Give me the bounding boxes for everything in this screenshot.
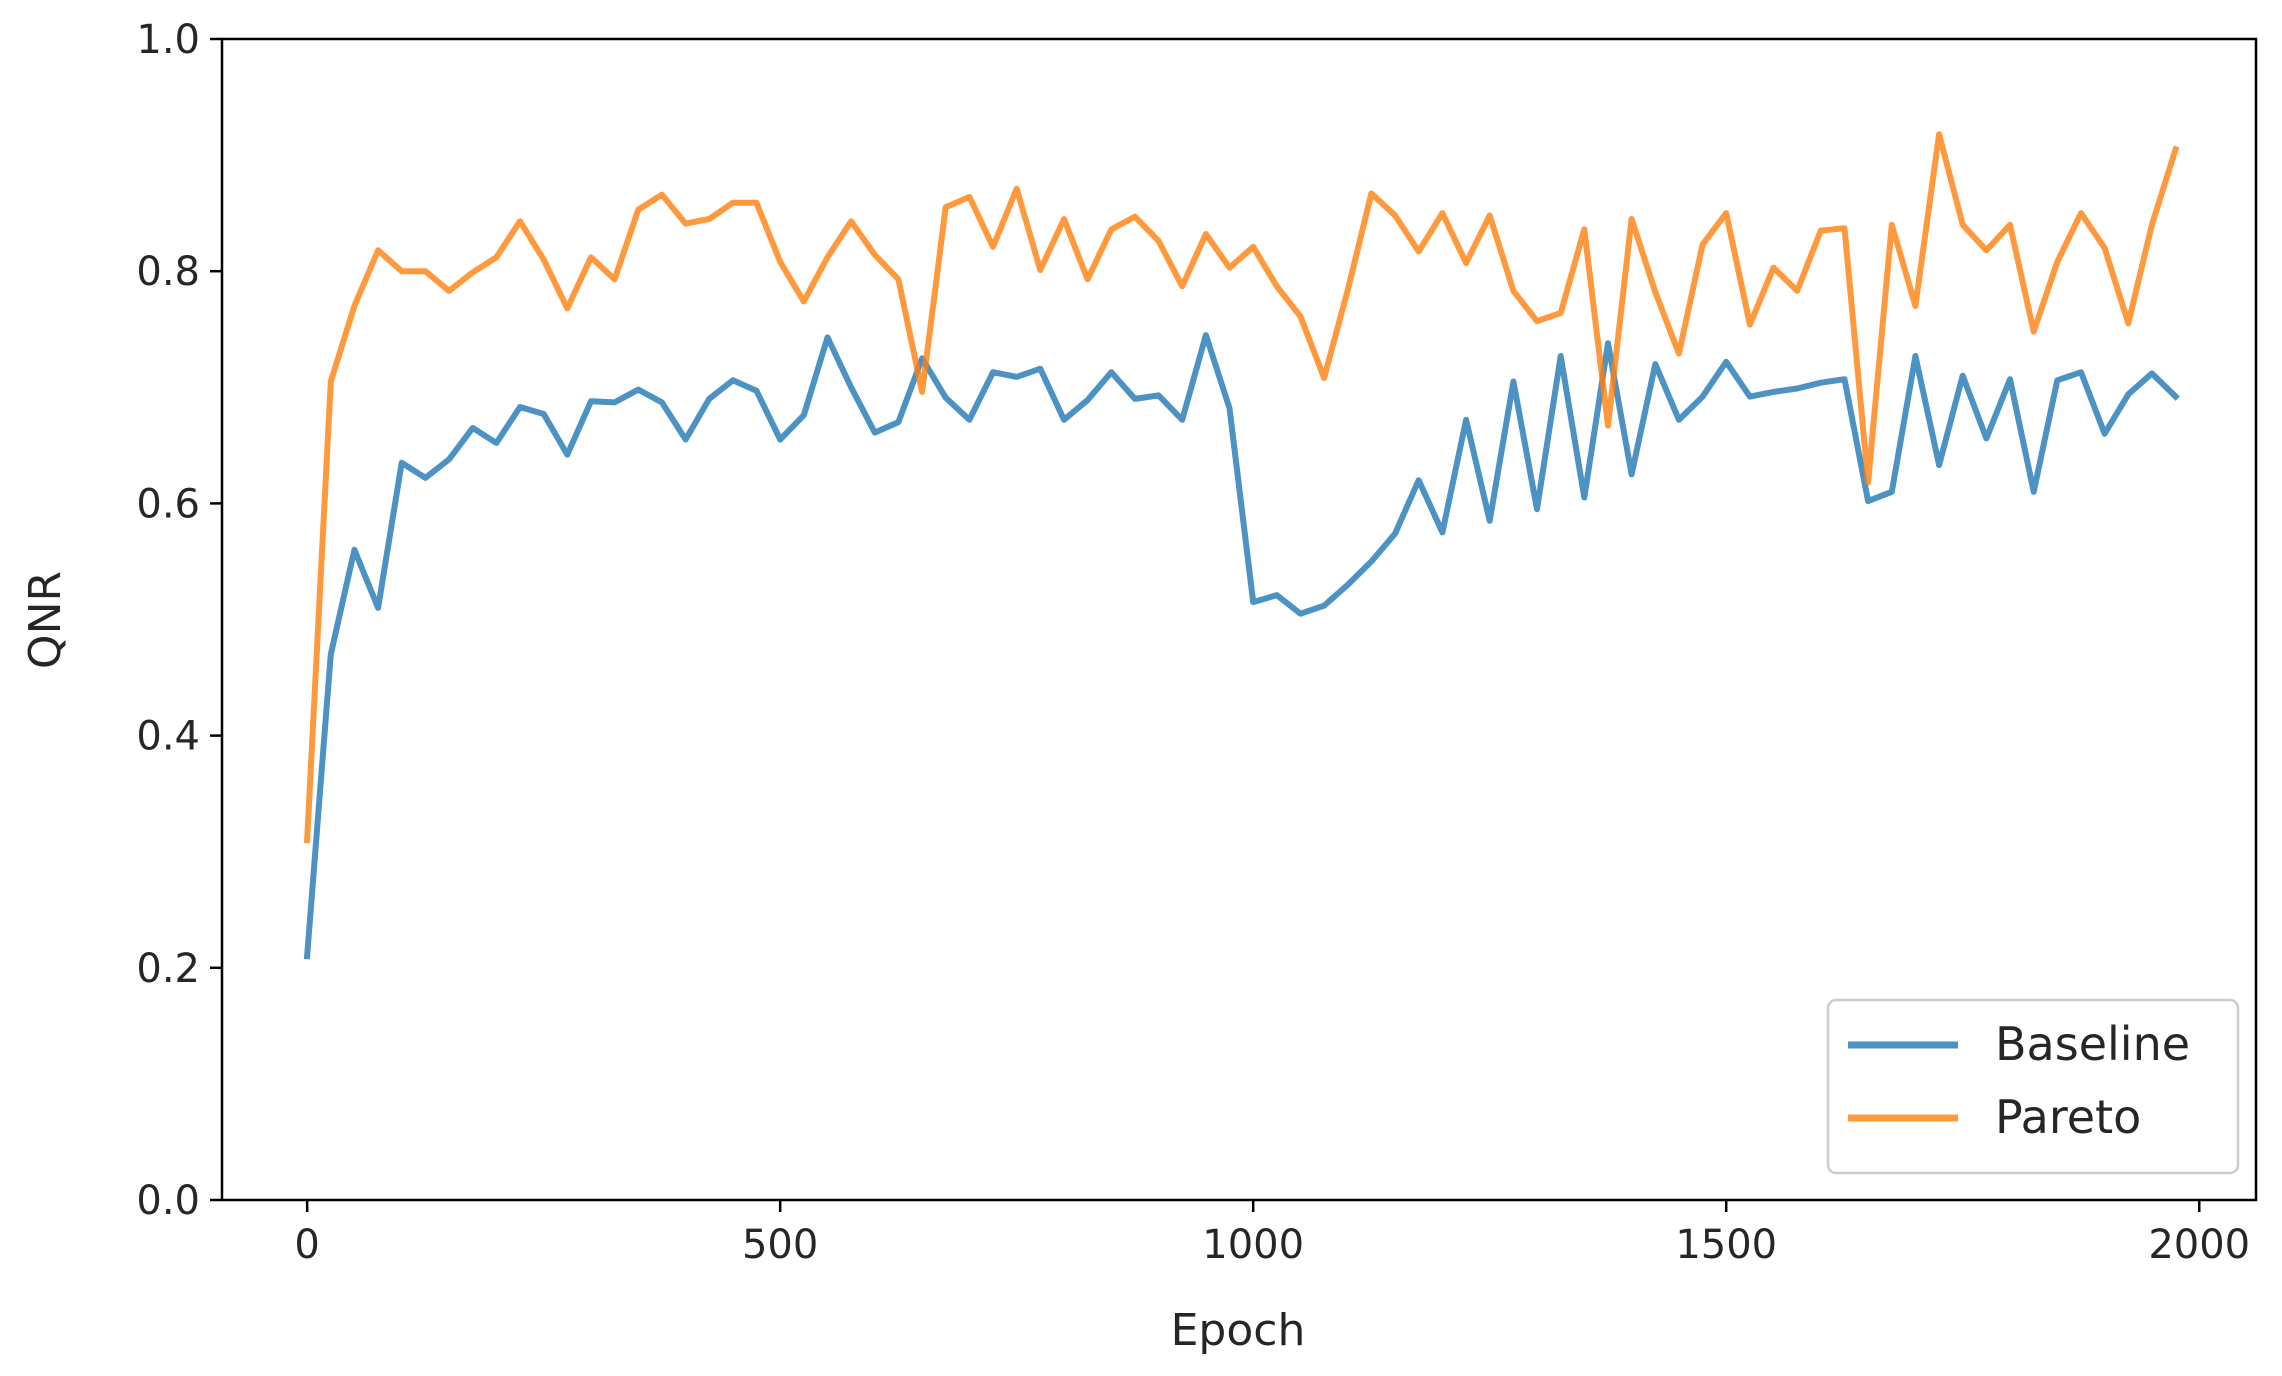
x-tick-label: 2000 [2148,1222,2250,1268]
x-axis-label: Epoch [1171,1305,1306,1356]
y-tick-label: 0.0 [136,1178,200,1224]
y-tick-label: 0.8 [136,249,200,295]
x-axis: 0 500 1000 1500 2000 [294,1200,2250,1268]
legend-label-baseline: Baseline [1995,1017,2190,1071]
series-line-pareto [303,131,2180,844]
y-tick-label: 0.6 [136,481,200,527]
x-tick-label: 500 [742,1222,818,1268]
y-axis: 0.0 0.2 0.4 0.6 0.8 1.0 [136,17,222,1224]
legend-label-pareto: Pareto [1995,1090,2141,1144]
y-tick-label: 0.2 [136,946,200,992]
x-tick-label: 1500 [1675,1222,1777,1268]
y-axis-label: QNR [20,571,71,669]
y-tick-label: 0.4 [136,714,200,760]
series-lines [303,131,2180,960]
legend: Baseline Pareto [1826,998,2240,1175]
x-tick-label: 1000 [1202,1222,1304,1268]
x-tick-label: 0 [294,1222,319,1268]
plot-frame [220,37,2258,1202]
y-tick-label: 1.0 [136,17,200,63]
series-line-baseline [303,332,2180,960]
